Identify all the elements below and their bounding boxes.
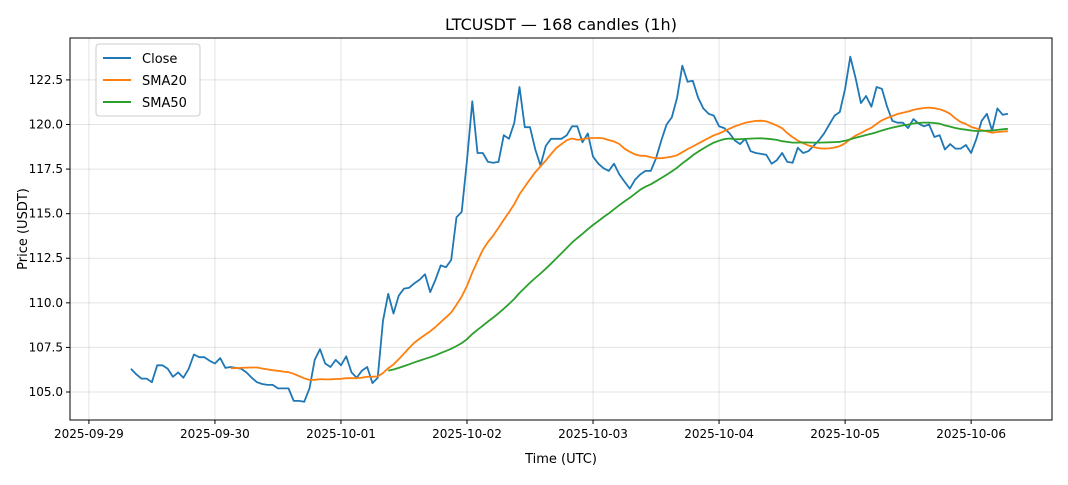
- y-tick-label: 110.0: [29, 296, 63, 310]
- y-tick-label: 115.0: [29, 207, 63, 221]
- legend-label-sma20: SMA20: [142, 74, 187, 89]
- series-line-close: [130, 55, 1009, 403]
- y-tick-label: 112.5: [29, 251, 63, 265]
- legend-label-sma50: SMA50: [142, 96, 187, 111]
- legend-label-close: Close: [142, 52, 177, 67]
- y-tick-label: 107.5: [29, 340, 63, 354]
- series-line-sma20: [230, 106, 1008, 381]
- series-line-sma50: [388, 121, 1008, 372]
- x-tick-label: 2025-09-30: [180, 427, 250, 441]
- legend-box: [95, 43, 201, 117]
- grid: [70, 38, 1052, 420]
- x-tick-label: 2025-10-02: [432, 427, 502, 441]
- x-axis-ticks: 2025-09-29 2025-09-30 2025-10-01 2025-10-02…: [54, 420, 1006, 441]
- y-tick-label: 122.5: [29, 73, 63, 87]
- y-tick-label: 117.5: [29, 162, 63, 176]
- series-lines: [130, 55, 1009, 403]
- y-axis-label: Price (USDT): [16, 188, 31, 270]
- x-tick-label: 2025-10-06: [936, 427, 1006, 441]
- x-tick-label: 2025-09-29: [54, 427, 124, 441]
- chart-title: LTCUSDT — 168 candles (1h): [445, 15, 677, 34]
- y-axis-ticks: 105.0 107.5 110.0 112.5 115.0 117.5 120.0 122.5: [29, 73, 70, 399]
- x-axis-label: Time (UTC): [524, 452, 597, 467]
- x-tick-label: 2025-10-05: [810, 427, 880, 441]
- x-tick-label: 2025-10-01: [306, 427, 376, 441]
- x-tick-label: 2025-10-03: [558, 427, 628, 441]
- y-tick-label: 120.0: [29, 117, 63, 131]
- plot-frame: [69, 37, 1053, 421]
- y-tick-label: 105.0: [29, 385, 63, 399]
- x-tick-label: 2025-10-04: [684, 427, 754, 441]
- legend: Close SMA20 SMA50: [95, 43, 201, 117]
